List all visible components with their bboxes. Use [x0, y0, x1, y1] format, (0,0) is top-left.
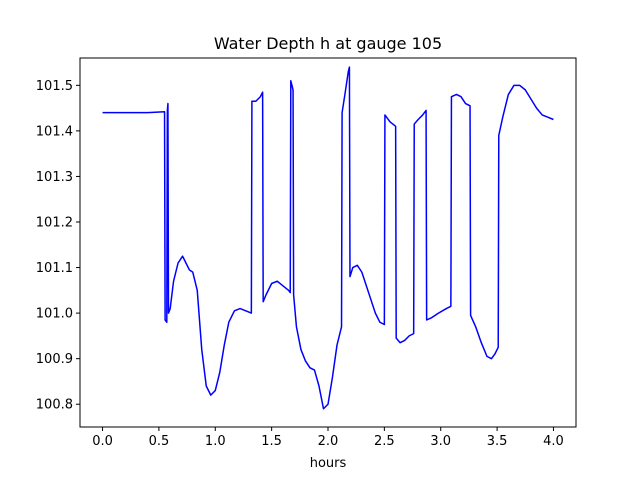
y-tick-label: 101.0: [36, 307, 73, 322]
plot-area: [102, 66, 554, 410]
series-line-0: [102, 66, 554, 410]
y-tick-label: 101.1: [36, 261, 73, 276]
x-tick-label: 0.0: [92, 434, 113, 449]
x-tick-label: 0.5: [149, 434, 170, 449]
y-tick-label: 101.3: [36, 170, 73, 185]
x-tick-label: 2.0: [318, 434, 339, 449]
x-tick-label: 2.5: [374, 434, 395, 449]
x-axis-ticks: 0.0 0.5 1.0 1.5 2.0 2.5 3.0 3.5 4.0: [92, 427, 564, 449]
y-tick-label: 100.9: [36, 352, 73, 367]
x-tick-label: 4.0: [543, 434, 564, 449]
plot-frame: [79, 57, 577, 428]
y-tick-label: 101.5: [36, 79, 73, 94]
x-tick-label: 3.0: [430, 434, 451, 449]
y-axis-ticks: 100.8 100.9 101.0 101.1 101.2 101.3 101.4 101.5: [36, 79, 80, 413]
x-axis-label: hours: [310, 456, 347, 471]
y-tick-label: 100.8: [36, 398, 73, 413]
y-tick-label: 101.2: [36, 216, 73, 231]
x-tick-label: 1.0: [205, 434, 226, 449]
x-tick-label: 1.5: [261, 434, 282, 449]
y-tick-label: 101.4: [36, 124, 73, 139]
chart-title: Water Depth h at gauge 105: [214, 34, 442, 53]
x-tick-label: 3.5: [487, 434, 508, 449]
